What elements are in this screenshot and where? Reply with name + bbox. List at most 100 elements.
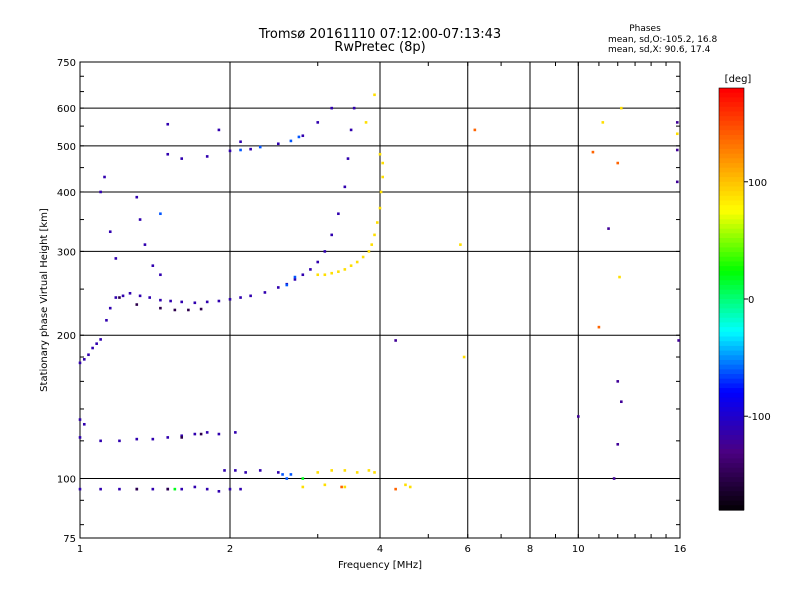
colorbar-segment (719, 228, 744, 234)
colorbar-segment (719, 392, 744, 399)
colorbar-segment (719, 205, 744, 211)
echo-point (616, 443, 620, 446)
echo-point (135, 195, 139, 199)
echo-point (78, 436, 82, 439)
colorbar: 100 0 -100 (718, 87, 771, 511)
echo-point (99, 338, 102, 341)
colorbar-segment (719, 284, 744, 291)
colorbar-segment (719, 491, 744, 497)
echo-point (108, 230, 112, 234)
echo-point (205, 155, 209, 158)
echo-point (346, 157, 350, 160)
echo-point (135, 487, 139, 491)
echo-point (301, 485, 305, 489)
echo-point (620, 400, 623, 404)
echo-point (675, 180, 679, 184)
y-tick-label: 400 (57, 188, 76, 199)
echo-point (138, 294, 142, 298)
colorbar-segment (719, 303, 744, 309)
echo-point (408, 485, 412, 489)
echo-point (323, 250, 327, 253)
colorbar-label: [deg] (725, 74, 752, 85)
colorbar-segment (719, 331, 744, 338)
echo-point (180, 434, 184, 438)
colorbar-segment (719, 486, 744, 492)
echo-point (355, 471, 359, 474)
y-tick-label: 300 (57, 247, 76, 258)
echo-point (78, 418, 82, 421)
colorbar-segment (719, 195, 744, 202)
echo-point (337, 270, 340, 273)
echo-point (340, 485, 343, 489)
echo-point (289, 473, 293, 476)
echo-point (99, 439, 102, 443)
colorbar-segment (719, 505, 744, 511)
colorbar-segment (719, 406, 744, 413)
echo-point (361, 255, 365, 259)
echo-point (316, 471, 320, 474)
echo-point (217, 490, 221, 493)
echo-point (118, 487, 121, 491)
colorbar-segment (719, 153, 744, 159)
colorbar-tick-label: -100 (748, 412, 771, 423)
echo-point (128, 291, 132, 295)
colorbar-segment (719, 345, 744, 352)
colorbar-segment (719, 214, 744, 220)
echo-point (78, 361, 82, 365)
colorbar-segment (719, 402, 744, 408)
colorbar-segment (719, 233, 744, 239)
echo-point (381, 175, 384, 179)
echo-point (394, 339, 397, 342)
colorbar-segment (719, 463, 744, 469)
colorbar-segment (719, 374, 744, 380)
colorbar-segment (719, 148, 744, 155)
colorbar-segment (719, 378, 744, 384)
colorbar-segment (719, 322, 744, 328)
echo-point (258, 145, 262, 149)
colorbar-segment (719, 102, 744, 108)
colorbar-segment (719, 125, 744, 131)
echo-point (323, 273, 327, 277)
echo-point (297, 135, 301, 139)
echo-point (159, 306, 162, 310)
echo-point (159, 273, 162, 277)
colorbar-segment (719, 420, 744, 427)
echo-point (367, 250, 371, 253)
echo-point (343, 469, 347, 472)
echo-point (239, 140, 242, 144)
echo-point (378, 152, 382, 156)
x-tick-label: 6 (465, 544, 471, 555)
echo-point (143, 243, 147, 246)
echo-point (135, 303, 139, 306)
echo-point (217, 432, 221, 436)
echo-point (330, 233, 334, 237)
echo-point (151, 264, 155, 267)
echo-point (159, 212, 162, 216)
echo-point (612, 477, 616, 480)
echo-point (675, 132, 679, 136)
colorbar-segment (719, 219, 744, 225)
echo-point (373, 93, 376, 97)
echo-point (355, 260, 359, 264)
colorbar-segment (719, 191, 744, 197)
colorbar-segment (719, 88, 744, 94)
colorbar-segment (719, 106, 744, 113)
plot-area: 1 2 4 6 8 10 16 75 100 200 300 400 500 600 750 (57, 58, 686, 555)
echo-point (193, 301, 197, 305)
plot-frame (79, 61, 681, 539)
echo-point (234, 469, 237, 472)
echo-point (394, 487, 397, 491)
colorbar-segment (719, 434, 744, 441)
echo-point (373, 233, 376, 237)
echo-point (228, 297, 232, 301)
colorbar-segment (719, 289, 744, 295)
echo-point (616, 161, 620, 165)
echo-point (118, 439, 121, 443)
echo-point (597, 325, 601, 329)
echo-point (199, 307, 203, 311)
echo-point (228, 149, 232, 153)
echo-point (379, 190, 383, 194)
echo-point (263, 291, 267, 294)
colorbar-segment (719, 341, 744, 347)
x-tick-label: 8 (527, 544, 533, 555)
